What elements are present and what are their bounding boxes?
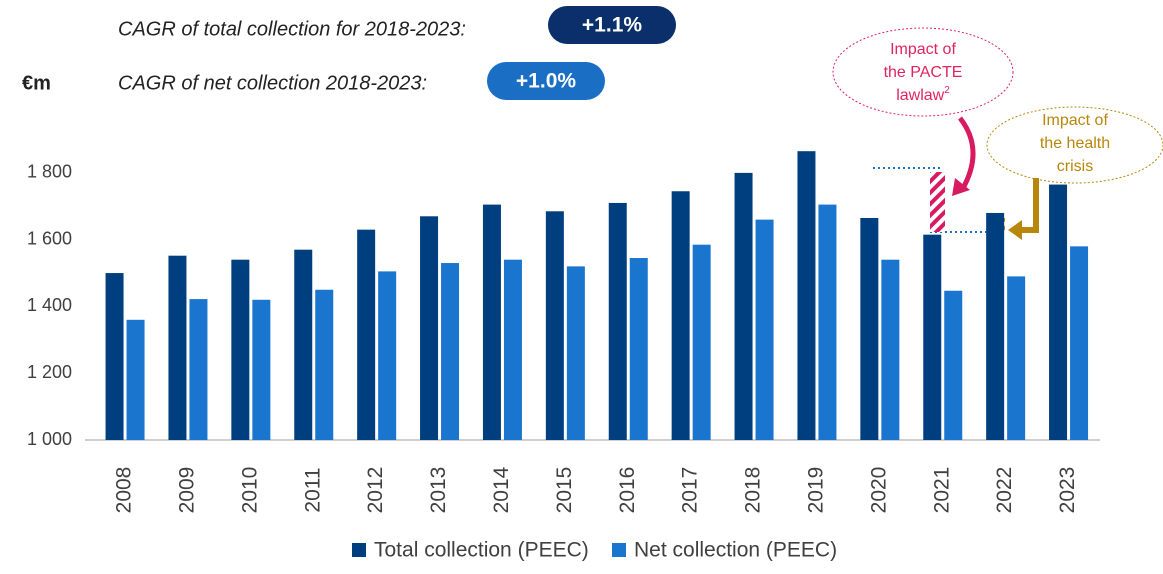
bar [755, 219, 774, 440]
bar [378, 271, 397, 440]
legend-swatch [612, 543, 626, 557]
x-tick-label: 2018 [742, 467, 765, 514]
arrow [957, 116, 976, 192]
bar [881, 259, 900, 440]
footnote-marker: 2 [944, 85, 950, 96]
x-tick-label: 2014 [490, 466, 513, 513]
cagr-total-value: +1.1% [582, 14, 642, 37]
annotation-text: crisis [1057, 158, 1093, 175]
x-tick-label: 2020 [867, 467, 890, 514]
legend-swatch [352, 543, 366, 557]
x-tick-label: 2012 [364, 467, 387, 514]
bar [692, 244, 711, 440]
arrow-head [1008, 220, 1022, 240]
badge [487, 62, 605, 100]
x-tick-label: 2011 [301, 467, 324, 512]
bar [797, 151, 816, 441]
bar [231, 259, 250, 440]
bar [671, 191, 690, 440]
legend-label: Net collection (PEEC) [634, 539, 837, 562]
hatch [930, 172, 945, 232]
bar [252, 299, 271, 440]
cagr-net-text: CAGR of net collection 2018-2023: [118, 72, 427, 94]
unit-label: €m [22, 72, 51, 94]
bar [503, 259, 522, 440]
annotation-text: law [920, 87, 944, 104]
bar [126, 319, 145, 440]
y-tick-label: 1 800 [27, 162, 72, 182]
bar [545, 211, 564, 440]
bar [357, 229, 376, 440]
x-tick-label: 2022 [993, 467, 1016, 514]
bar [1070, 246, 1089, 440]
legend-label: Total collection (PEEC) [374, 539, 589, 562]
cagr-total-text: CAGR of total collection for 2018-2023: [118, 18, 466, 40]
x-tick-label: 2019 [804, 467, 827, 514]
bar [923, 234, 942, 440]
bar [629, 258, 648, 440]
bar [482, 204, 501, 440]
y-tick-label: 1 200 [27, 362, 72, 382]
bar [441, 263, 460, 440]
x-tick-label: 2017 [679, 467, 702, 514]
annotation-text: the PACTE [884, 64, 963, 81]
bar [1049, 184, 1068, 440]
y-tick-label: 1 400 [27, 295, 72, 315]
bar [189, 299, 208, 440]
annotation-text: Impact of [1042, 112, 1108, 129]
annotation-text: Impact of [890, 41, 956, 58]
bar [860, 217, 879, 440]
arrow [1020, 178, 1039, 233]
bar [944, 290, 963, 440]
x-tick-label: 2013 [427, 467, 450, 514]
bar [294, 249, 313, 440]
x-tick-label: 2016 [616, 467, 639, 514]
y-tick-label: 1 000 [27, 429, 72, 449]
annotation-text: lawlaw2 [896, 85, 950, 105]
x-tick-label: 2010 [238, 467, 261, 514]
arrow-head [952, 178, 970, 196]
x-tick-label: 2021 [930, 467, 953, 514]
x-tick-label: 2009 [175, 467, 198, 514]
bar [986, 212, 1005, 440]
bar [1007, 276, 1026, 440]
annotation-text: the health [1040, 135, 1110, 152]
bar [566, 266, 585, 440]
bar [608, 202, 627, 440]
bar [168, 255, 187, 440]
x-tick-label: 2008 [113, 467, 136, 514]
callout [832, 27, 1014, 117]
bar [105, 273, 124, 440]
x-tick-label: 2023 [1056, 467, 1079, 514]
callout [986, 106, 1163, 184]
bar [734, 172, 753, 440]
y-tick-label: 1 600 [27, 228, 72, 248]
bar [420, 216, 439, 440]
x-tick-label: 2015 [553, 467, 576, 514]
badge [548, 6, 676, 44]
cagr-net-value: +1.0% [516, 70, 576, 93]
bar [315, 289, 334, 440]
bar [818, 204, 837, 440]
